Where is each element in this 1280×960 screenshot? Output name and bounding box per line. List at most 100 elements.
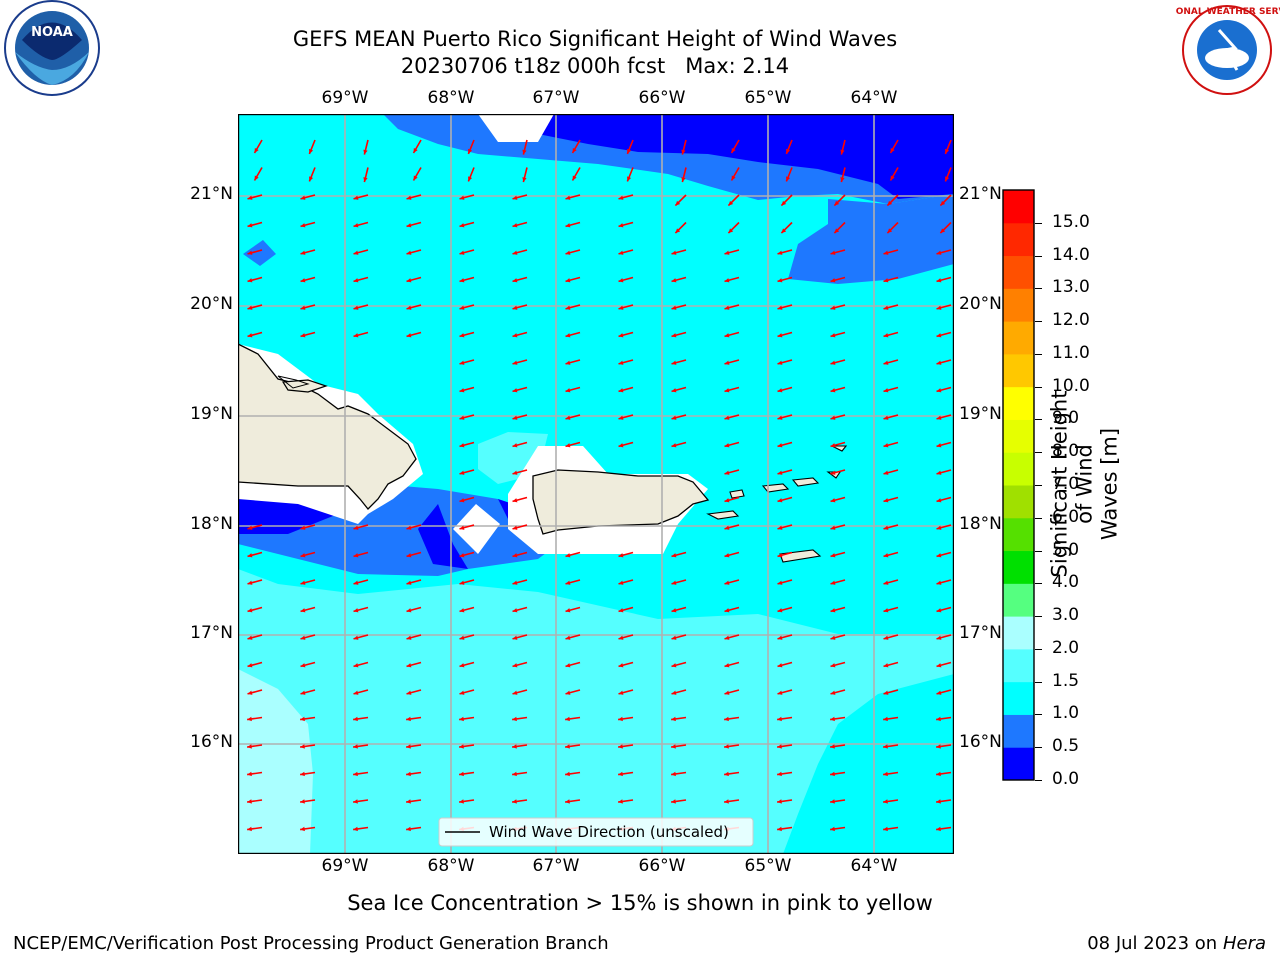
wave-direction-arrowhead — [724, 716, 729, 722]
wave-direction-arrowhead — [565, 663, 571, 668]
map-frame — [238, 114, 954, 854]
footer-date: 08 Jul 2023 on Hera — [1087, 933, 1266, 954]
lat-label-left: 16°N — [190, 732, 233, 752]
wave-direction-arrowhead — [671, 635, 677, 640]
wave-direction-arrowhead — [353, 305, 359, 310]
wave-direction-arrowhead — [459, 580, 465, 585]
lat-label-left: 21°N — [190, 184, 233, 204]
wave-direction-arrowhead — [406, 826, 411, 832]
wave-direction-arrowhead — [936, 525, 942, 530]
wave-direction-arrowhead — [618, 195, 624, 200]
wave-direction-arrowhead — [618, 771, 623, 777]
wave-direction-arrowhead — [406, 771, 411, 777]
wave-direction-arrowhead — [936, 716, 941, 722]
wave-direction-arrowhead — [728, 228, 734, 234]
wave-direction-arrowhead — [936, 663, 942, 668]
map-legend: Wind Wave Direction (unscaled) — [438, 817, 754, 847]
map-panel: Wind Wave Direction (unscaled) — [238, 114, 954, 854]
colorbar-tick-label: 0.5 — [1052, 736, 1080, 757]
wave-direction-arrowhead — [830, 744, 835, 749]
wave-direction-arrowhead — [936, 553, 942, 558]
wave-direction-arrowhead — [724, 635, 730, 640]
wave-direction-arrowhead — [777, 799, 782, 804]
wave-direction-arrowhead — [830, 771, 835, 777]
lon-label-bottom: 68°W — [427, 856, 475, 876]
sea-ice-note: Sea Ice Concentration > 15% is shown in … — [347, 891, 933, 915]
colorbar-label-line1: Significant Height of Wind — [1047, 390, 1097, 578]
wave-direction-arrowhead — [459, 690, 465, 695]
wave-direction-arrowhead — [565, 360, 571, 365]
wave-direction-arrowhead — [724, 333, 730, 338]
wave-direction-arrowhead — [406, 553, 412, 558]
wave-direction-arrowhead — [363, 149, 368, 155]
lon-label-top: 68°W — [427, 88, 475, 108]
colorbar-tick-mark — [1035, 747, 1042, 749]
wave-direction-arrowhead — [671, 608, 677, 613]
lon-label-bottom: 67°W — [532, 856, 580, 876]
wave-direction-arrowhead — [777, 305, 783, 310]
colorbar-segment — [1003, 583, 1034, 617]
wave-direction-arrowhead — [675, 200, 681, 206]
wave-direction-arrowhead — [512, 388, 518, 393]
wave-direction-arrowhead — [728, 200, 734, 206]
wave-direction-arrowhead — [512, 580, 518, 585]
wave-direction-arrowhead — [353, 690, 359, 695]
wave-direction-arrowhead — [618, 716, 623, 722]
wave-direction-arrowhead — [300, 333, 306, 338]
wave-direction-arrowhead — [247, 195, 253, 200]
lon-label-bottom: 65°W — [744, 856, 792, 876]
wave-band-0-0-north — [528, 114, 954, 199]
wave-direction-arrowhead — [565, 443, 571, 448]
lat-label-right: 17°N — [959, 623, 1002, 643]
wave-direction-arrowhead — [777, 443, 783, 448]
wave-direction-arrowhead — [936, 635, 942, 640]
wave-direction-arrowhead — [512, 663, 518, 668]
wave-direction-arrowhead — [777, 553, 783, 558]
wave-direction-arrowhead — [883, 799, 888, 804]
colorbar-tick-mark — [1035, 452, 1042, 454]
wave-direction-arrowhead — [777, 388, 783, 393]
wave-direction-arrowhead — [890, 148, 895, 153]
colorbar-tick-label: 15.0 — [1052, 211, 1090, 232]
colorbar-tick-mark — [1035, 485, 1042, 486]
wave-direction-arrowhead — [353, 826, 358, 832]
wave-direction-arrowhead — [777, 360, 783, 365]
wave-direction-arrowhead — [830, 553, 836, 558]
wave-direction-arrowhead — [300, 744, 305, 749]
colorbar-tick-label: 9.0 — [1052, 408, 1080, 429]
wave-direction-arrowhead — [781, 200, 787, 206]
wave-direction-arrowhead — [671, 388, 677, 393]
wave-direction-arrowhead — [247, 716, 252, 722]
wave-direction-arrowhead — [468, 148, 473, 154]
colorbar-tick-label: 0.0 — [1052, 769, 1080, 789]
colorbar-tick-mark — [1035, 222, 1042, 224]
footer-date-text: 08 Jul 2023 on — [1087, 933, 1223, 954]
wave-direction-arrowhead — [565, 608, 571, 613]
wave-direction-arrowhead — [618, 333, 624, 338]
lat-label-left: 17°N — [190, 623, 233, 643]
wave-direction-arrowhead — [406, 305, 412, 310]
wave-direction-arrowhead — [406, 223, 412, 228]
land-tortola — [791, 477, 820, 487]
wave-direction-arrowhead — [618, 360, 624, 365]
colorbar-segment — [1003, 288, 1034, 322]
colorbar-segment — [1003, 255, 1034, 289]
wave-direction-arrowhead — [522, 177, 527, 183]
wave-direction-arrowhead — [353, 223, 359, 228]
colorbar-segment — [1003, 714, 1034, 748]
wave-direction-arrowhead — [618, 250, 624, 255]
map-grid — [238, 114, 954, 854]
colorbar-segment — [1003, 452, 1034, 486]
wave-direction-arrowhead — [830, 360, 836, 365]
colorbar-tick-mark — [1035, 517, 1042, 519]
wave-direction-arrowhead — [512, 498, 518, 503]
wave-direction-arrowhead — [247, 580, 253, 585]
colorbar-tick-label: 5.0 — [1052, 539, 1080, 560]
wave-direction-arrowhead — [830, 250, 836, 255]
wave-direction-arrowhead — [883, 250, 889, 255]
land-puerto-rico — [532, 469, 710, 535]
wave-direction-arrowhead — [883, 690, 889, 695]
wave-direction-arrowhead — [353, 195, 359, 200]
wave-direction-arrowhead — [247, 333, 253, 338]
wave-direction-arrowhead — [724, 443, 730, 448]
